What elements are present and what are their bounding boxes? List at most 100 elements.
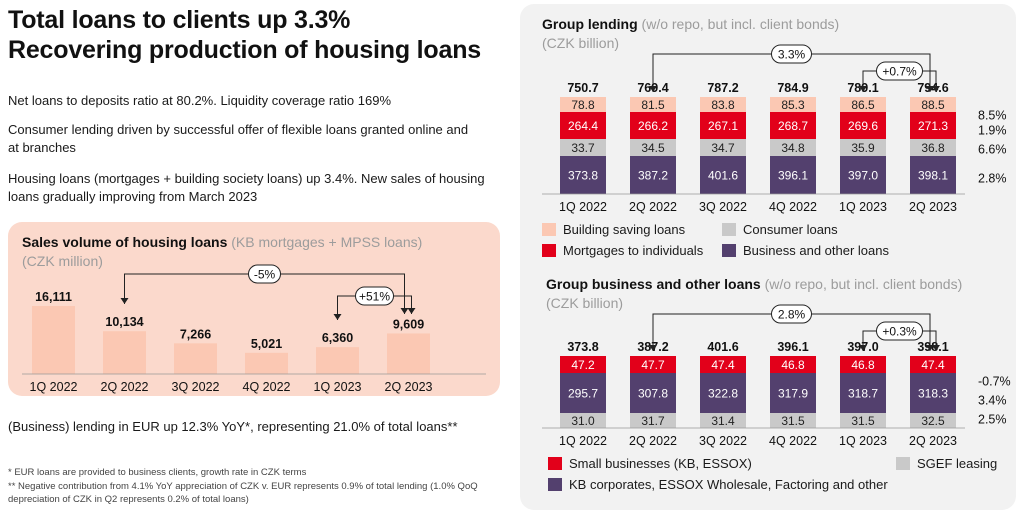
bl-svg-annotation-qoq-arrow-end [932,345,940,351]
segment-value-label: 46.8 [781,358,805,372]
segment-value-label: 34.5 [641,141,665,155]
stacked-segment [840,139,886,156]
category-label: 1Q 2023 [839,434,887,448]
segment-value-label: 31.4 [711,414,735,428]
segment-value-label: 398.1 [918,169,948,183]
stacked-segment [700,373,746,413]
right-charts-panel: Group lending (w/o repo, but incl. clien… [520,4,1016,510]
segment-value-label: 31.7 [641,414,665,428]
stacked-segment [840,156,886,194]
legend-label: Building saving loans [563,222,686,237]
growth-label: 2.8% [978,172,1007,186]
stacked-segment [840,373,886,413]
sales-value-label: 10,134 [105,315,143,329]
stacked-segment [840,413,886,428]
stacked-segment [910,413,956,428]
stacked-segment [840,97,886,112]
sales-category-label: 1Q 2023 [314,380,362,394]
gl-svg-annotation-yoy-label-box [771,44,812,64]
segment-value-label: 387.2 [638,169,668,183]
legend-item-consumer: Consumer loans [722,222,838,237]
segment-value-label: 396.1 [778,169,808,183]
total-value-label: 750.7 [567,81,598,95]
legend-label: SGEF leasing [917,456,998,471]
stacked-segment [770,373,816,413]
stacked-segment [910,356,956,373]
growth-label: 6.6% [978,143,1007,157]
group-lending-title-text: Group lending [542,16,638,32]
business-loans-title: Group business and other loans (w/o repo… [546,276,962,292]
stacked-segment [560,413,606,428]
bullet-text-eur-lending: (Business) lending in EUR up 12.3% YoY*,… [8,419,458,434]
segment-value-label: 295.7 [568,387,598,401]
stacked-segment [630,413,676,428]
total-value-label: 398.1 [917,340,948,354]
legend-label: KB corporates, ESSOX Wholesale, Factorin… [569,477,888,492]
bl-svg-annotation-yoy-label: 2.8% [778,308,806,322]
segment-value-label: 307.8 [638,387,668,401]
stacked-segment [630,112,676,139]
sales-bar [32,306,75,374]
segment-value-label: 31.0 [571,414,595,428]
sales-volume-panel: Sales volume of housing loans (KB mortga… [8,222,500,396]
stacked-segment [560,373,606,413]
bl-svg-annotation-qoq-arrow-start [859,345,867,351]
category-label: 2Q 2022 [629,434,677,448]
stacked-segment [630,356,676,373]
segment-value-label: 318.7 [848,387,878,401]
stacked-segment [770,156,816,194]
sales-annotation-qoq-arrow-end [407,308,416,314]
segment-value-label: 266.2 [638,119,668,133]
segment-value-label: 47.4 [921,358,945,372]
sales-annotation-qoq-label: +51% [359,290,390,304]
stacked-segment [770,112,816,139]
growth-label: -0.7% [978,375,1011,389]
growth-label: 8.5% [978,109,1007,123]
total-value-label: 396.1 [777,340,808,354]
total-value-label: 401.6 [707,340,738,354]
segment-value-label: 83.8 [711,98,735,112]
total-value-label: 794.6 [917,81,948,95]
page-title-line-2: Recovering production of housing loans [8,36,481,64]
category-label: 2Q 2023 [909,200,957,214]
stacked-segment [910,139,956,156]
sales-annotation-yoy-arrow-start [120,298,129,304]
sales-annotation-yoy-label: -5% [254,268,276,282]
stacked-segment [560,97,606,112]
segment-value-label: 32.5 [921,414,945,428]
legend-item-mortgages: Mortgages to individuals [542,243,703,258]
growth-label: 3.4% [978,394,1007,408]
footnote-1: * EUR loans are provided to business cli… [8,467,307,478]
stacked-segment [630,373,676,413]
legend-swatch [896,457,910,470]
sales-annotation-qoq-arrow-start [333,314,342,320]
legend-label: Consumer loans [743,222,838,237]
sales-volume-chart: 16,111 1Q 2022 10,134 2Q 2022 7,266 3Q 2022 5,… [22,264,486,394]
segment-value-label: 269.6 [848,119,878,133]
sales-bar [245,352,288,374]
sales-bar [316,347,359,374]
segment-value-label: 397.0 [848,169,878,183]
segment-value-label: 31.5 [781,414,805,428]
segment-value-label: 85.3 [781,98,805,112]
gl-svg-annotation-qoq-arrow-start [859,86,867,92]
category-label: 2Q 2022 [629,200,677,214]
sales-value-label: 16,111 [35,290,72,304]
segment-value-label: 35.9 [851,141,875,155]
stacked-segment [770,97,816,112]
legend-item-sgef: SGEF leasing [896,456,997,471]
category-label: 2Q 2023 [909,434,957,448]
gl-svg-annotation-yoy-arrow-start [649,86,657,92]
segment-value-label: 33.7 [571,141,595,155]
stacked-segment [770,413,816,428]
group-lending-subtitle: (w/o repo, but incl. client bonds) [641,16,840,32]
gl-svg-annotation-yoy-arrow-end [926,86,934,92]
segment-value-label: 47.4 [711,358,735,372]
bl-svg-annotation-yoy-arrow-end [926,345,934,351]
total-value-label: 787.2 [707,81,738,95]
segment-value-label: 47.7 [641,358,665,372]
legend-swatch [542,223,556,236]
segment-value-label: 268.7 [778,119,808,133]
bullet-text-ltd-ratio: Net loans to deposits ratio at 80.2%. Li… [8,93,392,108]
